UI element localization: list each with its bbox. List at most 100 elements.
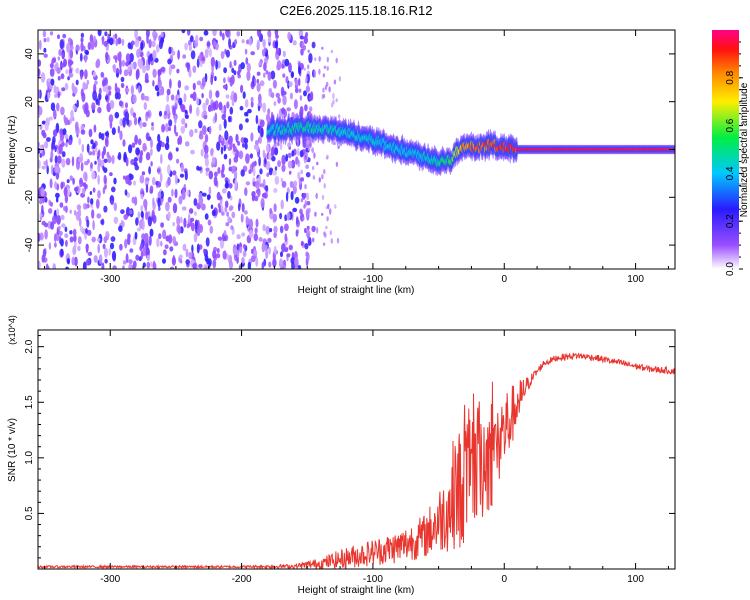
noise-speckle: [49, 178, 53, 189]
noise-speckle: [41, 120, 46, 125]
noise-speckle: [81, 188, 86, 195]
noise-speckle: [250, 96, 254, 103]
noise-speckle: [51, 164, 54, 175]
noise-speckle: [254, 140, 259, 146]
noise-speckle: [297, 264, 302, 269]
noise-speckle: [236, 234, 241, 240]
noise-speckle: [191, 244, 194, 253]
noise-speckle: [156, 91, 160, 97]
noise-speckle: [246, 70, 251, 81]
noise-speckle: [255, 189, 261, 194]
noise-speckle: [220, 169, 224, 176]
colorbar-tick-label: 0.2: [725, 214, 736, 228]
noise-speckle: [233, 70, 237, 76]
noise-speckle: [324, 232, 327, 238]
noise-speckle: [255, 218, 259, 228]
noise-speckle: [202, 125, 207, 136]
noise-speckle: [144, 72, 149, 83]
noise-speckle: [262, 102, 267, 113]
noise-speckle: [70, 109, 74, 120]
noise-speckle: [187, 30, 191, 36]
noise-speckle: [228, 38, 232, 48]
noise-speckle: [183, 93, 187, 103]
noise-speckle: [193, 198, 198, 207]
noise-speckle: [330, 49, 334, 54]
noise-speckle: [220, 51, 225, 59]
noise-speckle: [130, 85, 135, 95]
noise-speckle: [111, 154, 115, 165]
noise-speckle: [212, 30, 217, 37]
noise-speckle: [237, 141, 241, 146]
noise-speckle: [295, 229, 299, 237]
noise-speckle: [291, 150, 295, 157]
noise-speckle: [228, 254, 233, 265]
noise-speckle: [135, 217, 139, 226]
noise-speckle: [170, 64, 176, 70]
noise-speckle: [177, 49, 181, 60]
noise-speckle: [55, 62, 59, 69]
noise-speckle: [97, 157, 102, 167]
y-tick-label: 0: [24, 146, 35, 152]
noise-speckle: [160, 190, 164, 199]
noise-speckle: [111, 250, 117, 261]
noise-speckle: [150, 148, 153, 156]
noise-speckle: [141, 233, 146, 240]
noise-speckle: [306, 201, 311, 206]
noise-speckle: [165, 201, 170, 212]
noise-speckle: [324, 84, 328, 91]
noise-speckle: [321, 212, 324, 216]
noise-speckle: [147, 216, 153, 227]
noise-speckle: [196, 106, 200, 117]
noise-speckle: [263, 62, 267, 72]
noise-speckle: [273, 188, 278, 193]
noise-speckle: [56, 214, 61, 225]
noise-speckle: [125, 175, 130, 185]
noise-speckle: [103, 205, 108, 213]
noise-speckle: [51, 58, 54, 68]
noise-speckle: [136, 68, 140, 79]
noise-speckle: [168, 66, 172, 76]
noise-speckle: [254, 227, 258, 234]
noise-speckle: [257, 105, 261, 112]
noise-speckle: [250, 51, 255, 56]
noise-speckle: [228, 158, 232, 166]
noise-speckle: [270, 70, 276, 80]
noise-speckle: [333, 141, 336, 146]
colorbar-axis: 0.0 0.2 0.4 0.6 0.8: [725, 41, 743, 276]
noise-speckle: [119, 130, 123, 141]
noise-speckle: [223, 67, 228, 74]
noise-speckle: [333, 79, 337, 85]
noise-speckle: [87, 251, 93, 256]
noise-speckle: [269, 228, 273, 233]
noise-speckle: [240, 84, 244, 94]
noise-speckle: [223, 145, 226, 152]
noise-speckle: [67, 76, 70, 81]
noise-speckle: [321, 174, 324, 180]
noise-speckle: [190, 50, 196, 60]
noise-speckle: [210, 56, 216, 68]
noise-speckle: [224, 200, 229, 208]
noise-speckle: [206, 194, 211, 201]
noise-speckle: [80, 70, 83, 81]
noise-speckle: [38, 39, 42, 51]
noise-speckle: [157, 191, 162, 200]
noise-speckle: [216, 141, 221, 151]
noise-speckle: [308, 146, 311, 152]
noise-speckle: [111, 186, 116, 193]
noise-speckle: [172, 203, 178, 214]
noise-speckle: [182, 54, 187, 59]
noise-speckle: [138, 59, 144, 70]
noise-speckle: [160, 66, 166, 73]
noise-speckle: [127, 42, 132, 49]
noise-speckle: [130, 40, 135, 46]
noise-speckle: [277, 96, 281, 104]
noise-speckle: [202, 110, 207, 116]
noise-speckle: [240, 213, 244, 223]
noise-speckle: [152, 214, 157, 224]
noise-speckle: [43, 47, 47, 53]
noise-speckle: [306, 225, 310, 231]
noise-speckle: [204, 144, 209, 154]
noise-speckle: [104, 31, 108, 37]
noise-speckle: [43, 37, 47, 43]
noise-speckle: [217, 60, 221, 69]
